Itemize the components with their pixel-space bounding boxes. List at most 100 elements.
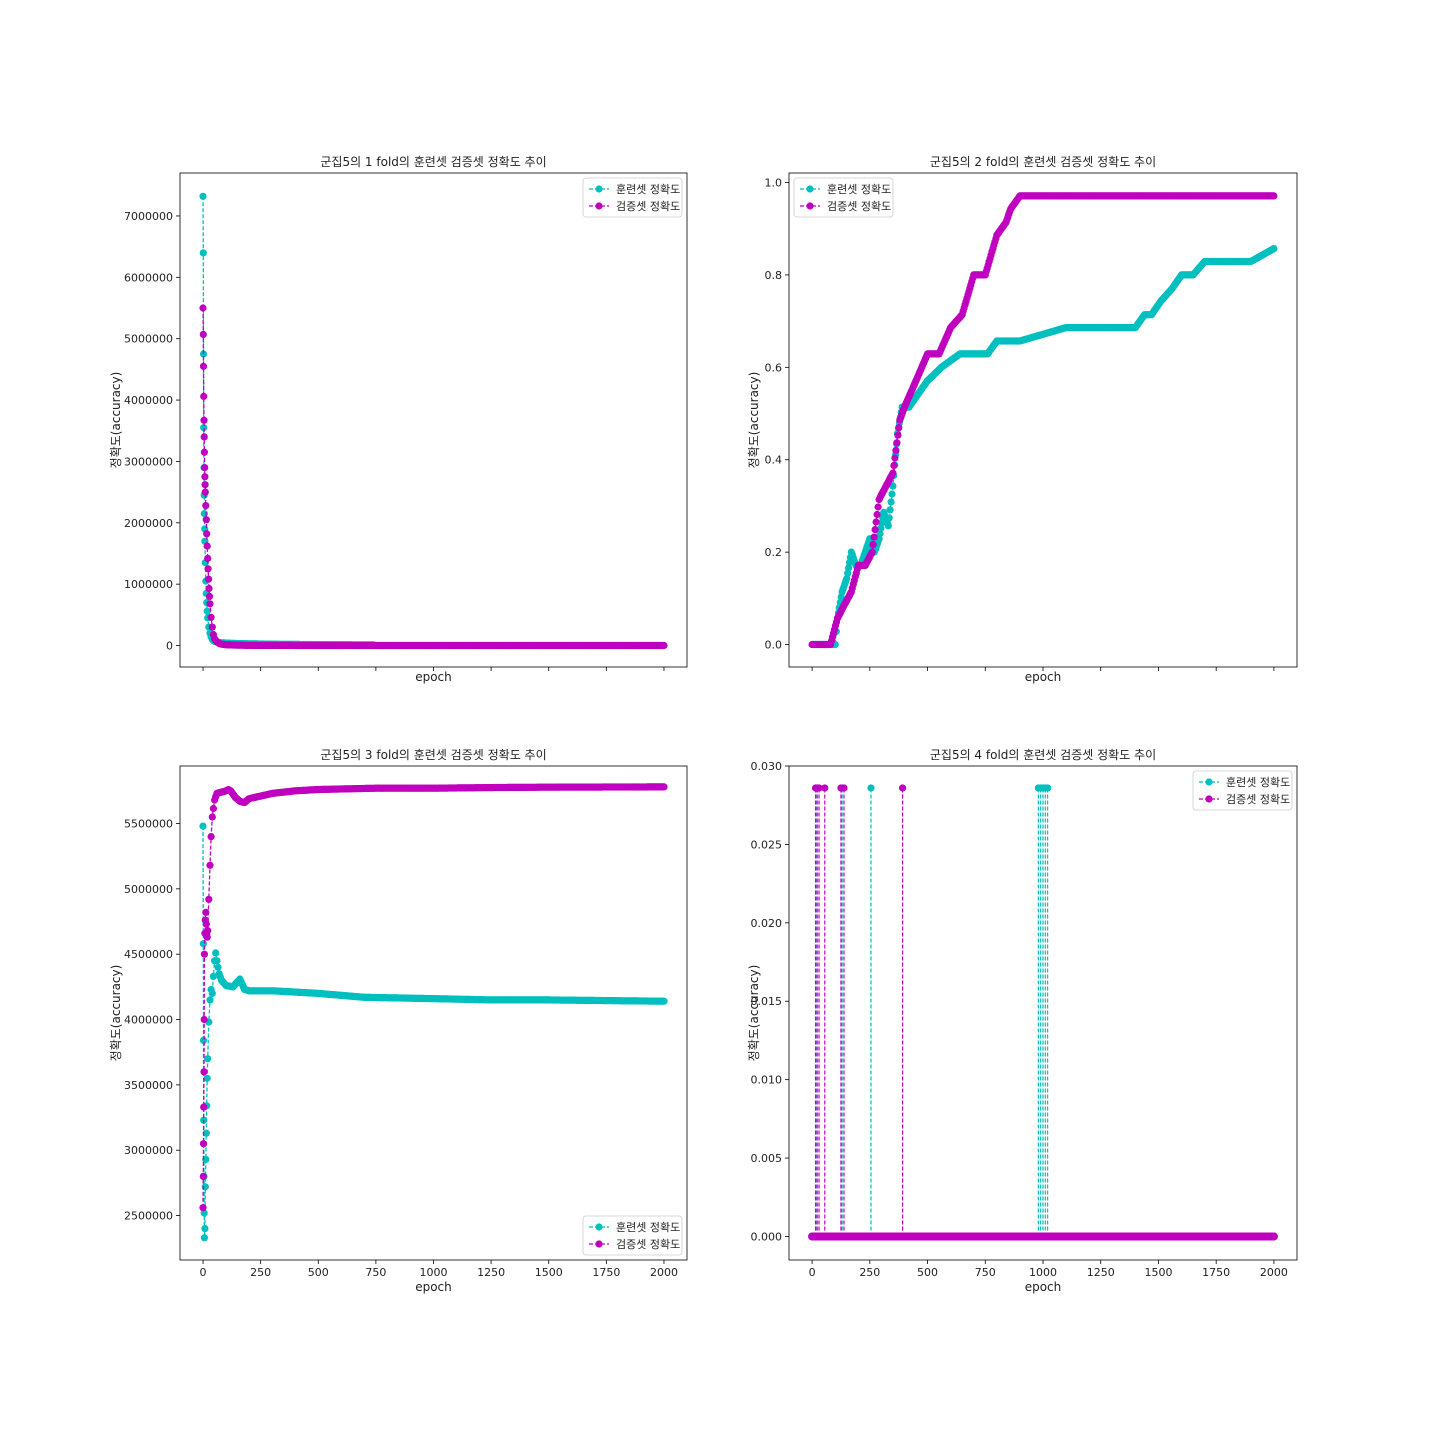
data-point — [200, 1234, 208, 1242]
legend-label: 검증셋 정확도 — [827, 200, 891, 213]
data-point — [893, 439, 901, 447]
data-point — [200, 424, 208, 432]
data-point — [206, 861, 214, 869]
chart-title: 군집5의 4 fold의 훈련셋 검증셋 정확도 추이 — [930, 748, 1156, 762]
y-tick-label: 6000000 — [124, 271, 173, 284]
data-point — [201, 464, 209, 472]
data-point — [1270, 192, 1278, 200]
data-point — [1044, 784, 1052, 792]
y-tick-label: 0.8 — [765, 269, 783, 282]
data-point — [201, 488, 209, 496]
legend-label: 훈련셋 정확도 — [827, 183, 891, 196]
series-line — [202, 196, 374, 646]
data-point — [815, 784, 823, 792]
legend-label: 훈련셋 정확도 — [616, 183, 680, 196]
y-tick-label: 2000000 — [124, 517, 173, 530]
data-point — [199, 350, 208, 358]
data-point — [202, 920, 210, 928]
data-point — [205, 584, 213, 593]
x-tick-label: 500 — [917, 1266, 938, 1279]
y-axis-label: 정확도(accuracy) — [109, 965, 123, 1062]
data-point — [885, 514, 893, 522]
legend-marker — [595, 202, 603, 210]
x-axis-label: epoch — [1025, 670, 1062, 684]
data-point — [867, 784, 875, 792]
x-tick-label: 1000 — [420, 1266, 448, 1279]
data-point — [201, 473, 209, 481]
data-point — [873, 510, 881, 519]
data-point — [204, 565, 212, 573]
data-point — [199, 362, 208, 370]
y-tick-label: 1.0 — [765, 177, 783, 190]
y-tick-label: 4000000 — [124, 1014, 173, 1027]
data-point — [889, 469, 897, 477]
series-2 — [199, 304, 668, 650]
legend-marker — [595, 185, 603, 193]
data-point — [214, 963, 222, 971]
legend-label: 검증셋 정확도 — [616, 1238, 680, 1251]
data-point — [209, 972, 217, 981]
y-tick-label: 4500000 — [124, 948, 173, 961]
y-tick-label: 0.000 — [751, 1230, 783, 1243]
data-point — [200, 950, 208, 958]
data-point — [213, 957, 221, 965]
y-tick-label: 5000000 — [124, 883, 173, 896]
chart-title: 군집5의 2 fold의 훈련셋 검증셋 정확도 추이 — [930, 155, 1156, 169]
data-point — [206, 600, 214, 608]
data-point — [203, 607, 211, 615]
x-tick-label: 500 — [308, 1266, 329, 1279]
data-point — [199, 1204, 207, 1212]
data-point — [660, 783, 668, 791]
data-point — [202, 502, 210, 510]
data-point — [890, 461, 898, 470]
data-point — [199, 1172, 207, 1180]
data-point — [200, 416, 208, 424]
data-point — [204, 927, 212, 935]
axes-frame — [179, 172, 688, 668]
y-tick-label: 7000000 — [124, 210, 173, 223]
data-point — [201, 1225, 209, 1233]
data-point — [870, 533, 878, 541]
x-tick-label: 250 — [859, 1266, 880, 1279]
y-tick-label: 0.2 — [765, 546, 783, 559]
x-tick-label: 1750 — [1202, 1266, 1230, 1279]
plot-area — [808, 192, 1278, 649]
data-point — [199, 1036, 208, 1044]
y-tick-label: 0.6 — [765, 361, 783, 374]
data-point — [204, 1055, 212, 1063]
y-tick-label: 1000000 — [124, 578, 173, 591]
data-point — [872, 518, 880, 526]
data-point — [208, 813, 216, 821]
series-2 — [808, 784, 1278, 1241]
y-tick-label: 0.005 — [751, 1152, 783, 1165]
data-point — [199, 940, 207, 948]
x-tick-label: 750 — [365, 1266, 386, 1279]
data-point — [205, 592, 214, 601]
data-point — [207, 833, 215, 841]
x-tick-label: 1750 — [592, 1266, 620, 1279]
legend-marker — [806, 185, 814, 193]
data-point — [200, 392, 208, 400]
chart-3: 군집5의 3 fold의 훈련셋 검증셋 정확도 추이 0 250 500 750 100… — [109, 748, 688, 1294]
x-axis-label: epoch — [415, 1280, 452, 1294]
data-point — [871, 526, 879, 534]
data-point — [201, 481, 209, 489]
y-tick-label: 3000000 — [124, 455, 173, 468]
data-point — [868, 548, 876, 556]
legend-box — [582, 177, 683, 218]
y-tick-label: 0.025 — [751, 838, 783, 851]
legend-label: 검증셋 정확도 — [616, 200, 680, 213]
y-tick-label: 0 — [166, 640, 173, 653]
data-point — [199, 330, 207, 338]
data-point — [877, 524, 885, 532]
y-axis-label: 정확도(accuracy) — [109, 372, 123, 469]
data-point — [200, 448, 208, 456]
data-point — [888, 490, 896, 498]
legend-label: 훈련셋 정확도 — [1226, 776, 1290, 789]
data-point — [660, 997, 668, 1005]
axes-frame — [788, 765, 1298, 1261]
data-point — [200, 1015, 208, 1024]
x-tick-label: 1250 — [477, 1266, 505, 1279]
data-point — [200, 433, 208, 441]
